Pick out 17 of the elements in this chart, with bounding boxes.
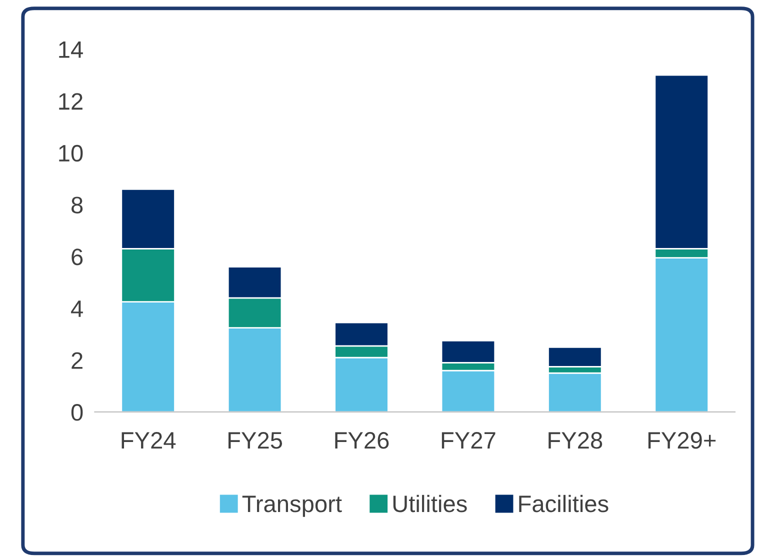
- x-tick-label: FY24: [122, 432, 176, 449]
- y-tick-label: 6: [72, 248, 83, 266]
- x-tick-label: FY28: [548, 432, 602, 449]
- x-tick-label: FY27: [442, 432, 496, 449]
- legend-label: Facilities: [519, 494, 608, 512]
- legend-label: Utilities: [393, 494, 467, 512]
- legend-label: Transport: [242, 496, 342, 517]
- x-tick-label: FY26: [335, 432, 389, 449]
- y-tick-label: 2: [72, 352, 82, 369]
- y-tick-label: 12: [59, 93, 82, 110]
- x-tick-label: FY25: [228, 432, 282, 449]
- y-tick-label: 0: [71, 404, 83, 421]
- y-tick-label: 14: [59, 42, 83, 58]
- y-tick-label: 8: [72, 196, 83, 214]
- y-tick-label: 10: [59, 144, 83, 162]
- x-tick-label: FY29+: [648, 432, 716, 449]
- y-tick-label: 4: [71, 300, 83, 317]
